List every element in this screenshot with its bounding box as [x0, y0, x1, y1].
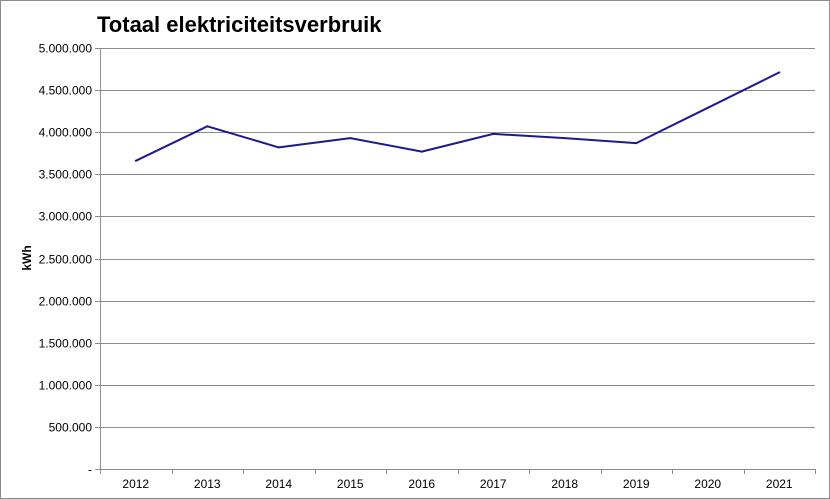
y-tick-label: -: [88, 463, 92, 477]
x-tick-label: 2017: [480, 477, 507, 491]
y-tick-label: 2.000.000: [39, 295, 93, 309]
y-tick-label: 4.000.000: [39, 126, 93, 140]
y-tick-label: 1.500.000: [39, 337, 93, 351]
y-axis-ticks: - 500.000 1.000.000 1.500.000 2.000.000 2.500…: [39, 42, 100, 477]
data-point: [206, 125, 209, 128]
y-tick-label: 3.000.000: [39, 210, 93, 224]
x-tick-label: 2016: [408, 477, 435, 491]
data-point: [134, 159, 137, 162]
data-point: [563, 137, 566, 140]
x-tick-label: 2020: [694, 477, 721, 491]
x-axis-ticks: 2012 2013 2014 2015 2016 2017 2018 2019 2020 2021: [100, 469, 816, 491]
data-point: [492, 132, 495, 135]
axes: [100, 48, 815, 470]
x-tick-label: 2014: [265, 477, 292, 491]
y-tick-label: 1.000.000: [39, 379, 93, 393]
series-group: [134, 71, 781, 162]
y-axis-label: kWh: [20, 245, 34, 270]
x-tick-label: 2013: [194, 477, 221, 491]
x-tick-label: 2012: [122, 477, 149, 491]
x-tick-label: 2018: [551, 477, 578, 491]
y-tick-label: 2.500.000: [39, 253, 93, 267]
data-point: [778, 71, 781, 74]
x-tick-label: 2015: [337, 477, 364, 491]
data-point: [420, 150, 423, 153]
y-tick-label: 5.000.000: [39, 42, 93, 56]
x-tick-label: 2019: [623, 477, 650, 491]
y-tick-label: 500.000: [49, 421, 93, 435]
data-point: [349, 137, 352, 140]
grid-lines: [100, 48, 815, 428]
series-line: [135, 71, 780, 162]
x-tick-label: 2021: [766, 477, 793, 491]
y-tick-label: 3.500.000: [39, 168, 93, 182]
data-point: [706, 106, 709, 109]
data-point: [277, 146, 280, 149]
chart-title: Totaal elektriciteitsverbruik: [97, 12, 382, 37]
data-point: [635, 142, 638, 145]
y-tick-label: 4.500.000: [39, 84, 93, 98]
